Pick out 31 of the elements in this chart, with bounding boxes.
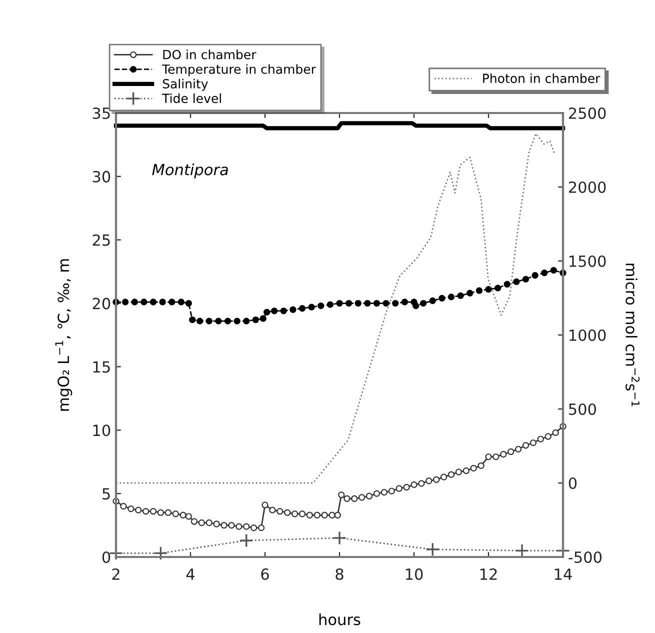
y2-tick-label: 1500 bbox=[570, 255, 606, 268]
y-tick-label: 15 bbox=[93, 361, 110, 373]
y2-axis-title: micro mol cm$^{−2}$s$^{−1}$ bbox=[626, 264, 640, 406]
y-tick-label: 5 bbox=[102, 488, 110, 500]
legend-label: Tide level bbox=[162, 93, 221, 104]
y2-tick-label: 0 bbox=[568, 477, 577, 490]
y2-tick-label: 500 bbox=[569, 403, 596, 416]
y2-tick-label: 1000 bbox=[570, 329, 606, 342]
y-tick-label: 10 bbox=[93, 424, 110, 436]
legend-label: DO in chamber bbox=[163, 50, 256, 60]
y2-tick-label: -500 bbox=[568, 551, 602, 564]
annotation: Montipora bbox=[152, 164, 228, 178]
x-tick-label: 10 bbox=[406, 568, 423, 580]
legend-label: Temperature in chamber bbox=[162, 64, 316, 76]
y-tick-label: 0 bbox=[102, 551, 110, 564]
y2-tick-label: 2500 bbox=[568, 107, 606, 120]
y-axis-title: mgO₂ L$^{−1}$, ℃, ‰, m bbox=[55, 259, 72, 411]
x-axis-title: hours bbox=[319, 613, 360, 626]
y2-tick-label: 2000 bbox=[568, 181, 606, 194]
legend-label: Salinity bbox=[162, 78, 208, 91]
x-tick-label: 2 bbox=[112, 568, 120, 580]
x-tick-label: 4 bbox=[186, 568, 195, 580]
legend-label: Photon in chamber bbox=[483, 73, 600, 84]
y-tick-label: 20 bbox=[92, 298, 110, 310]
y-tick-label: 25 bbox=[92, 234, 110, 246]
x-tick-label: 14 bbox=[554, 568, 572, 580]
x-tick-label: 12 bbox=[480, 568, 497, 580]
y-tick-label: 35 bbox=[92, 107, 110, 120]
x-tick-label: 6 bbox=[261, 568, 269, 580]
y-tick-label: 30 bbox=[92, 170, 110, 182]
x-tick-label: 8 bbox=[336, 568, 344, 580]
